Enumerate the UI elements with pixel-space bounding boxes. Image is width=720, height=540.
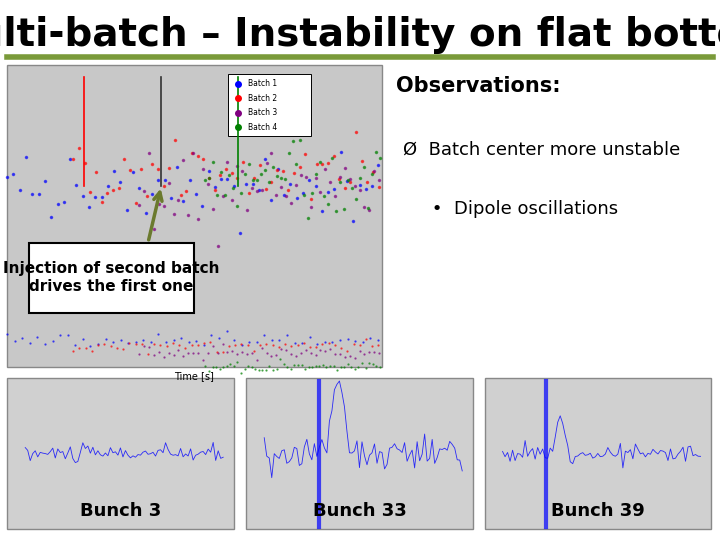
Text: Batch 4: Batch 4: [248, 123, 277, 132]
Text: Bunch 3: Bunch 3: [80, 502, 161, 520]
Text: •  Dipole oscillations: • Dipole oscillations: [403, 200, 618, 218]
Text: Bunch length [ns]: Bunch length [ns]: [0, 178, 1, 254]
Bar: [485, 378, 711, 529]
Bar: [246, 378, 473, 529]
Text: Bunch 33: Bunch 33: [312, 502, 407, 520]
Text: Multi-batch – Instability on flat bottom: Multi-batch – Instability on flat bottom: [0, 16, 720, 54]
Bar: [7, 378, 234, 529]
Text: Batch 3: Batch 3: [248, 108, 277, 117]
Text: Observations:: Observations:: [396, 76, 561, 96]
Text: Bunch 39: Bunch 39: [551, 502, 645, 520]
Bar: [7, 65, 382, 367]
Text: Injection of second batch
drives the first one: Injection of second batch drives the fir…: [4, 261, 220, 294]
Bar: [228, 74, 311, 136]
Text: Ø  Batch center more unstable: Ø Batch center more unstable: [403, 140, 680, 158]
Text: Batch 2: Batch 2: [248, 93, 276, 103]
Text: Batch 1: Batch 1: [248, 79, 276, 88]
Bar: [29, 242, 194, 313]
Text: Time [s]: Time [s]: [174, 372, 215, 382]
